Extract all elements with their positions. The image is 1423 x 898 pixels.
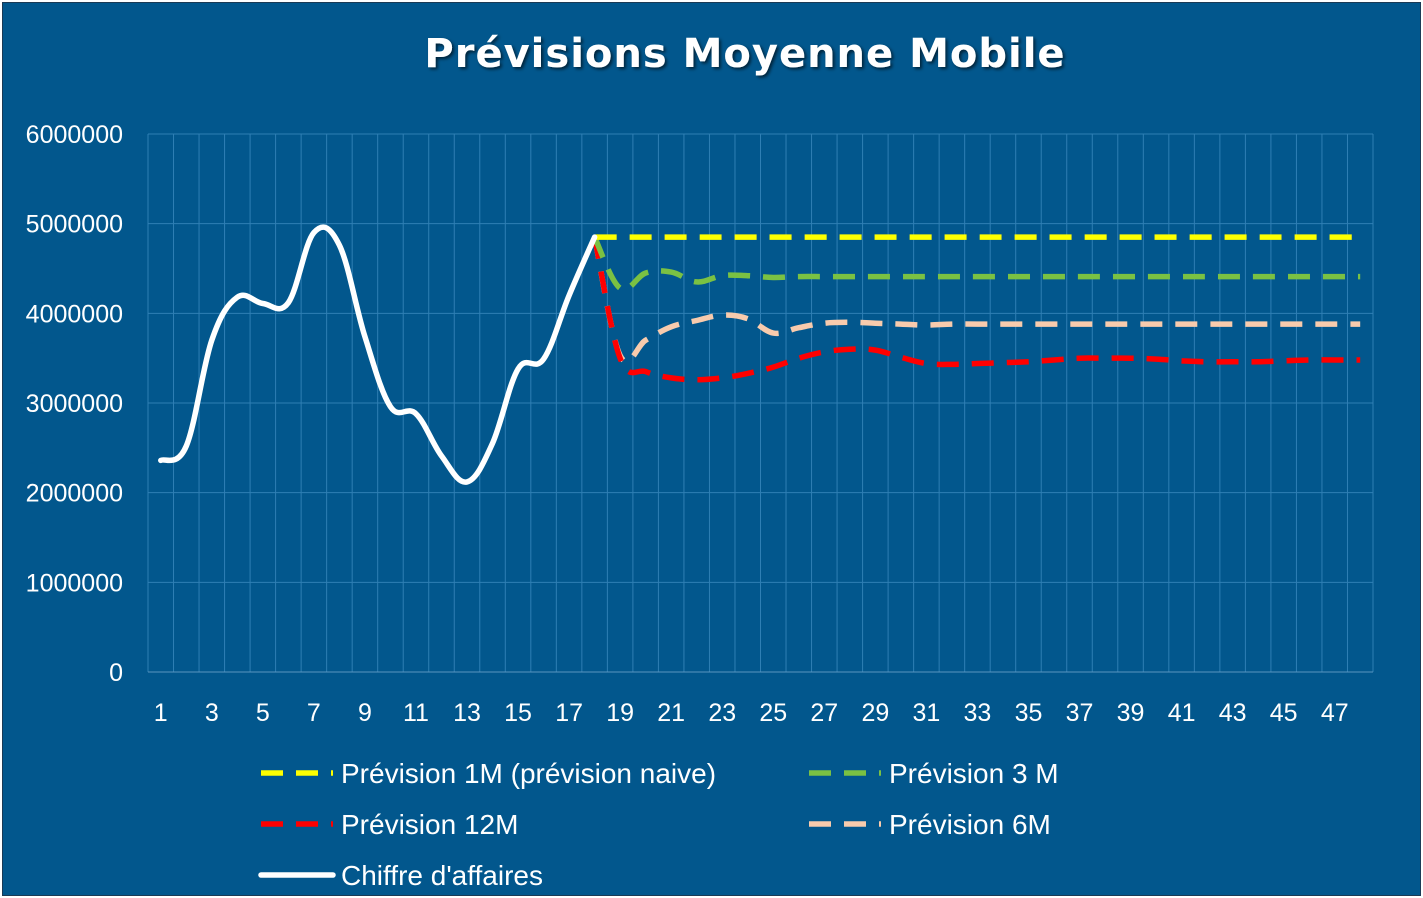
x-tick-label: 39 xyxy=(1117,699,1145,727)
x-tick-label: 47 xyxy=(1321,699,1349,727)
series-lines xyxy=(158,224,1361,485)
chart-svg: Prévisions Moyenne Mobile 0 1000000 200000… xyxy=(26,31,1374,891)
y-tick-label: 3000000 xyxy=(26,390,123,418)
x-tick-label: 23 xyxy=(708,699,736,727)
x-tick-label: 1 xyxy=(154,699,168,727)
x-tick-label: 19 xyxy=(606,699,634,727)
series-line-2 xyxy=(591,236,1361,383)
x-tick-label: 31 xyxy=(912,699,940,727)
y-tick-label: 1000000 xyxy=(26,569,123,597)
x-tick-label: 15 xyxy=(504,699,532,727)
legend-label: Chiffre d'affaires xyxy=(341,860,543,891)
x-tick-label: 5 xyxy=(256,699,270,727)
x-tick-label: 21 xyxy=(657,699,685,727)
series-line-1 xyxy=(592,235,1361,293)
series-line-3 xyxy=(591,236,1361,365)
x-tick-label: 45 xyxy=(1270,699,1298,727)
y-tick-label: 0 xyxy=(109,659,123,687)
x-tick-label: 43 xyxy=(1219,699,1247,727)
x-tick-label: 35 xyxy=(1015,699,1043,727)
x-tick-label: 3 xyxy=(205,699,219,727)
x-tick-label: 7 xyxy=(307,699,321,727)
x-tick-label: 17 xyxy=(555,699,583,727)
legend-entry: Chiffre d'affaires xyxy=(258,860,543,891)
legend-entry: Prévision 3 M xyxy=(809,758,1059,789)
y-tick-label: 5000000 xyxy=(26,211,123,239)
x-tick-label: 41 xyxy=(1168,699,1196,727)
y-tick-label: 6000000 xyxy=(26,121,123,149)
x-tick-label: 29 xyxy=(861,699,889,727)
x-tick-label: 25 xyxy=(759,699,787,727)
x-tick-label: 27 xyxy=(810,699,838,727)
y-tick-label: 4000000 xyxy=(26,300,123,328)
x-tick-label: 37 xyxy=(1066,699,1094,727)
x-tick-label: 9 xyxy=(358,699,372,727)
x-axis-ticks: 1 3 5 7 9 11 13 15 17 19 21 23 25 27 29 31 33 35 37 39 41 43 4… xyxy=(154,699,1349,727)
legend-label: Prévision 3 M xyxy=(889,758,1059,789)
legend-entry: Prévision 1M (prévision naive) xyxy=(261,758,716,789)
legend-label: Prévision 1M (prévision naive) xyxy=(341,758,716,789)
legend: Prévision 1M (prévision naive) Prévision … xyxy=(258,758,1059,891)
grid xyxy=(147,133,1374,673)
x-tick-label: 11 xyxy=(403,699,429,727)
x-tick-label: 13 xyxy=(453,699,481,727)
y-tick-label: 2000000 xyxy=(26,480,123,508)
chart-title: Prévisions Moyenne Mobile xyxy=(424,31,1065,77)
legend-entry: Prévision 6M xyxy=(809,809,1051,840)
x-tick-label: 33 xyxy=(964,699,992,727)
series-line-4 xyxy=(158,224,598,485)
legend-label: Prévision 6M xyxy=(889,809,1051,840)
legend-label: Prévision 12M xyxy=(341,809,518,840)
legend-entry: Prévision 12M xyxy=(261,809,518,840)
y-axis-ticks: 0 1000000 2000000 3000000 4000000 5000000 6000… xyxy=(26,121,123,687)
